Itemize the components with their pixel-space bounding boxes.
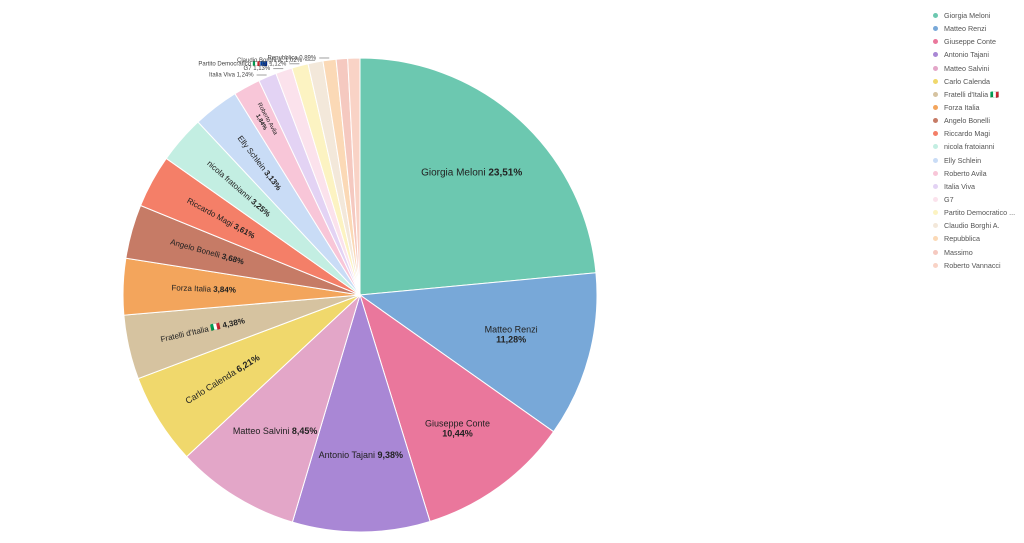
legend-item[interactable]: Elly Schlein: [933, 154, 1024, 167]
legend-label: Giuseppe Conte: [944, 37, 996, 47]
legend-item[interactable]: Partito Democratico ...: [933, 206, 1024, 219]
slice-label-antonio-tajani: Antonio Tajani 9,38%: [319, 451, 403, 461]
legend-item[interactable]: Riccardo Magi: [933, 127, 1024, 140]
legend-swatch: [933, 13, 938, 19]
pie-chart: Giorgia Meloni 23,51% Matteo Renzi 11,28% G…: [122, 56, 598, 533]
chart-legend: Giorgia Meloni Matteo Renzi Giuseppe Conte…: [933, 9, 1024, 272]
legend-item[interactable]: Italia Viva: [933, 180, 1024, 193]
slice-label-italia-viva: Italia Viva 1,24%: [209, 73, 254, 79]
legend-label: Carlo Calenda: [944, 76, 990, 86]
legend-label: Fratelli d'Italia 🇮🇹: [944, 89, 1000, 99]
legend-swatch: [933, 144, 938, 150]
legend-label: Riccardo Magi: [944, 129, 990, 139]
legend-item[interactable]: Giuseppe Conte: [933, 35, 1024, 48]
legend-swatch: [933, 170, 938, 176]
legend-swatch: [933, 91, 938, 97]
legend-swatch: [933, 78, 938, 84]
legend-label: Angelo Bonelli: [944, 116, 990, 126]
legend-item[interactable]: Fratelli d'Italia 🇮🇹: [933, 88, 1024, 101]
legend-swatch: [933, 118, 938, 124]
legend-label: G7: [944, 195, 954, 205]
legend-item[interactable]: Carlo Calenda: [933, 75, 1024, 88]
legend-label: Claudio Borghi A.: [944, 221, 1000, 231]
legend-item[interactable]: Claudio Borghi A.: [933, 219, 1024, 232]
legend-item[interactable]: Antonio Tajani: [933, 48, 1024, 61]
legend-label: Roberto Vannacci: [944, 260, 1001, 270]
legend-item[interactable]: Angelo Bonelli: [933, 114, 1024, 127]
legend-label: Repubblica: [944, 234, 980, 244]
legend-swatch: [933, 197, 938, 203]
legend-label: Forza Italia: [944, 103, 980, 113]
pie-slice-antonio-tajani[interactable]: [291, 293, 431, 533]
legend-item[interactable]: Giorgia Meloni: [933, 9, 1024, 22]
pie-slice-giorgia-meloni[interactable]: [359, 57, 597, 296]
legend-label: Partito Democratico ...: [944, 208, 1016, 218]
legend-item[interactable]: Forza Italia: [933, 101, 1024, 114]
legend-swatch: [933, 39, 938, 45]
slice-label-g7: G7 1,13%: [244, 66, 271, 72]
legend-label: Giorgia Meloni: [944, 11, 991, 21]
pie-slice-roberto-vannacci[interactable]: [347, 57, 361, 296]
slice-label-forza-italia: Forza Italia 3,84%: [171, 283, 236, 294]
legend-item[interactable]: Roberto Vannacci: [933, 259, 1024, 272]
slice-label-repubblica: Repubblica 0,89%: [268, 56, 317, 62]
slice-label-claudio-borghi-a: Claudio Borghi A. 1,02%: [237, 58, 303, 64]
legend-swatch: [933, 157, 938, 163]
pie-slice-matteo-salvini[interactable]: [185, 293, 362, 523]
legend-label: Matteo Renzi: [944, 24, 987, 34]
legend-swatch: [933, 236, 938, 242]
legend-item[interactable]: Repubblica: [933, 232, 1024, 245]
legend-label: nicola fratoianni: [944, 142, 995, 152]
legend-item[interactable]: Massimo: [933, 246, 1024, 259]
legend-item[interactable]: nicola fratoianni: [933, 140, 1024, 153]
legend-swatch: [933, 105, 938, 111]
legend-item[interactable]: Matteo Salvini: [933, 62, 1024, 75]
slice-label-matteo-renzi: Matteo Renzi 11,28%: [485, 325, 538, 345]
legend-item[interactable]: Roberto Avila: [933, 167, 1024, 180]
legend-label: Roberto Avila: [944, 168, 987, 178]
slice-label-matteo-salvini: Matteo Salvini 8,45%: [233, 426, 318, 436]
legend-swatch: [933, 131, 938, 137]
legend-swatch: [933, 223, 938, 229]
legend-label: Matteo Salvini: [944, 63, 990, 73]
legend-label: Massimo: [944, 247, 973, 257]
legend-swatch: [933, 249, 938, 255]
legend-swatch: [933, 210, 938, 216]
legend-label: Italia Viva: [944, 181, 976, 191]
slice-label-giuseppe-conte: Giuseppe Conte 10,44%: [425, 419, 490, 439]
legend-item[interactable]: Matteo Renzi: [933, 22, 1024, 35]
pie-slice-giuseppe-conte[interactable]: [359, 293, 555, 523]
slice-label-giorgia-meloni: Giorgia Meloni 23,51%: [421, 167, 522, 178]
pie-slice-matteo-renzi[interactable]: [358, 272, 598, 433]
slice-label-partito-democratico: Partito Democratico 🇮🇹🇪🇺 1,12%: [198, 59, 287, 67]
legend-swatch: [933, 65, 938, 71]
legend-swatch: [933, 26, 938, 32]
legend-label: Elly Schlein: [944, 155, 982, 165]
legend-swatch: [933, 183, 938, 189]
legend-swatch: [933, 262, 938, 268]
legend-swatch: [933, 52, 938, 58]
legend-item[interactable]: G7: [933, 193, 1024, 206]
legend-label: Antonio Tajani: [944, 50, 990, 60]
